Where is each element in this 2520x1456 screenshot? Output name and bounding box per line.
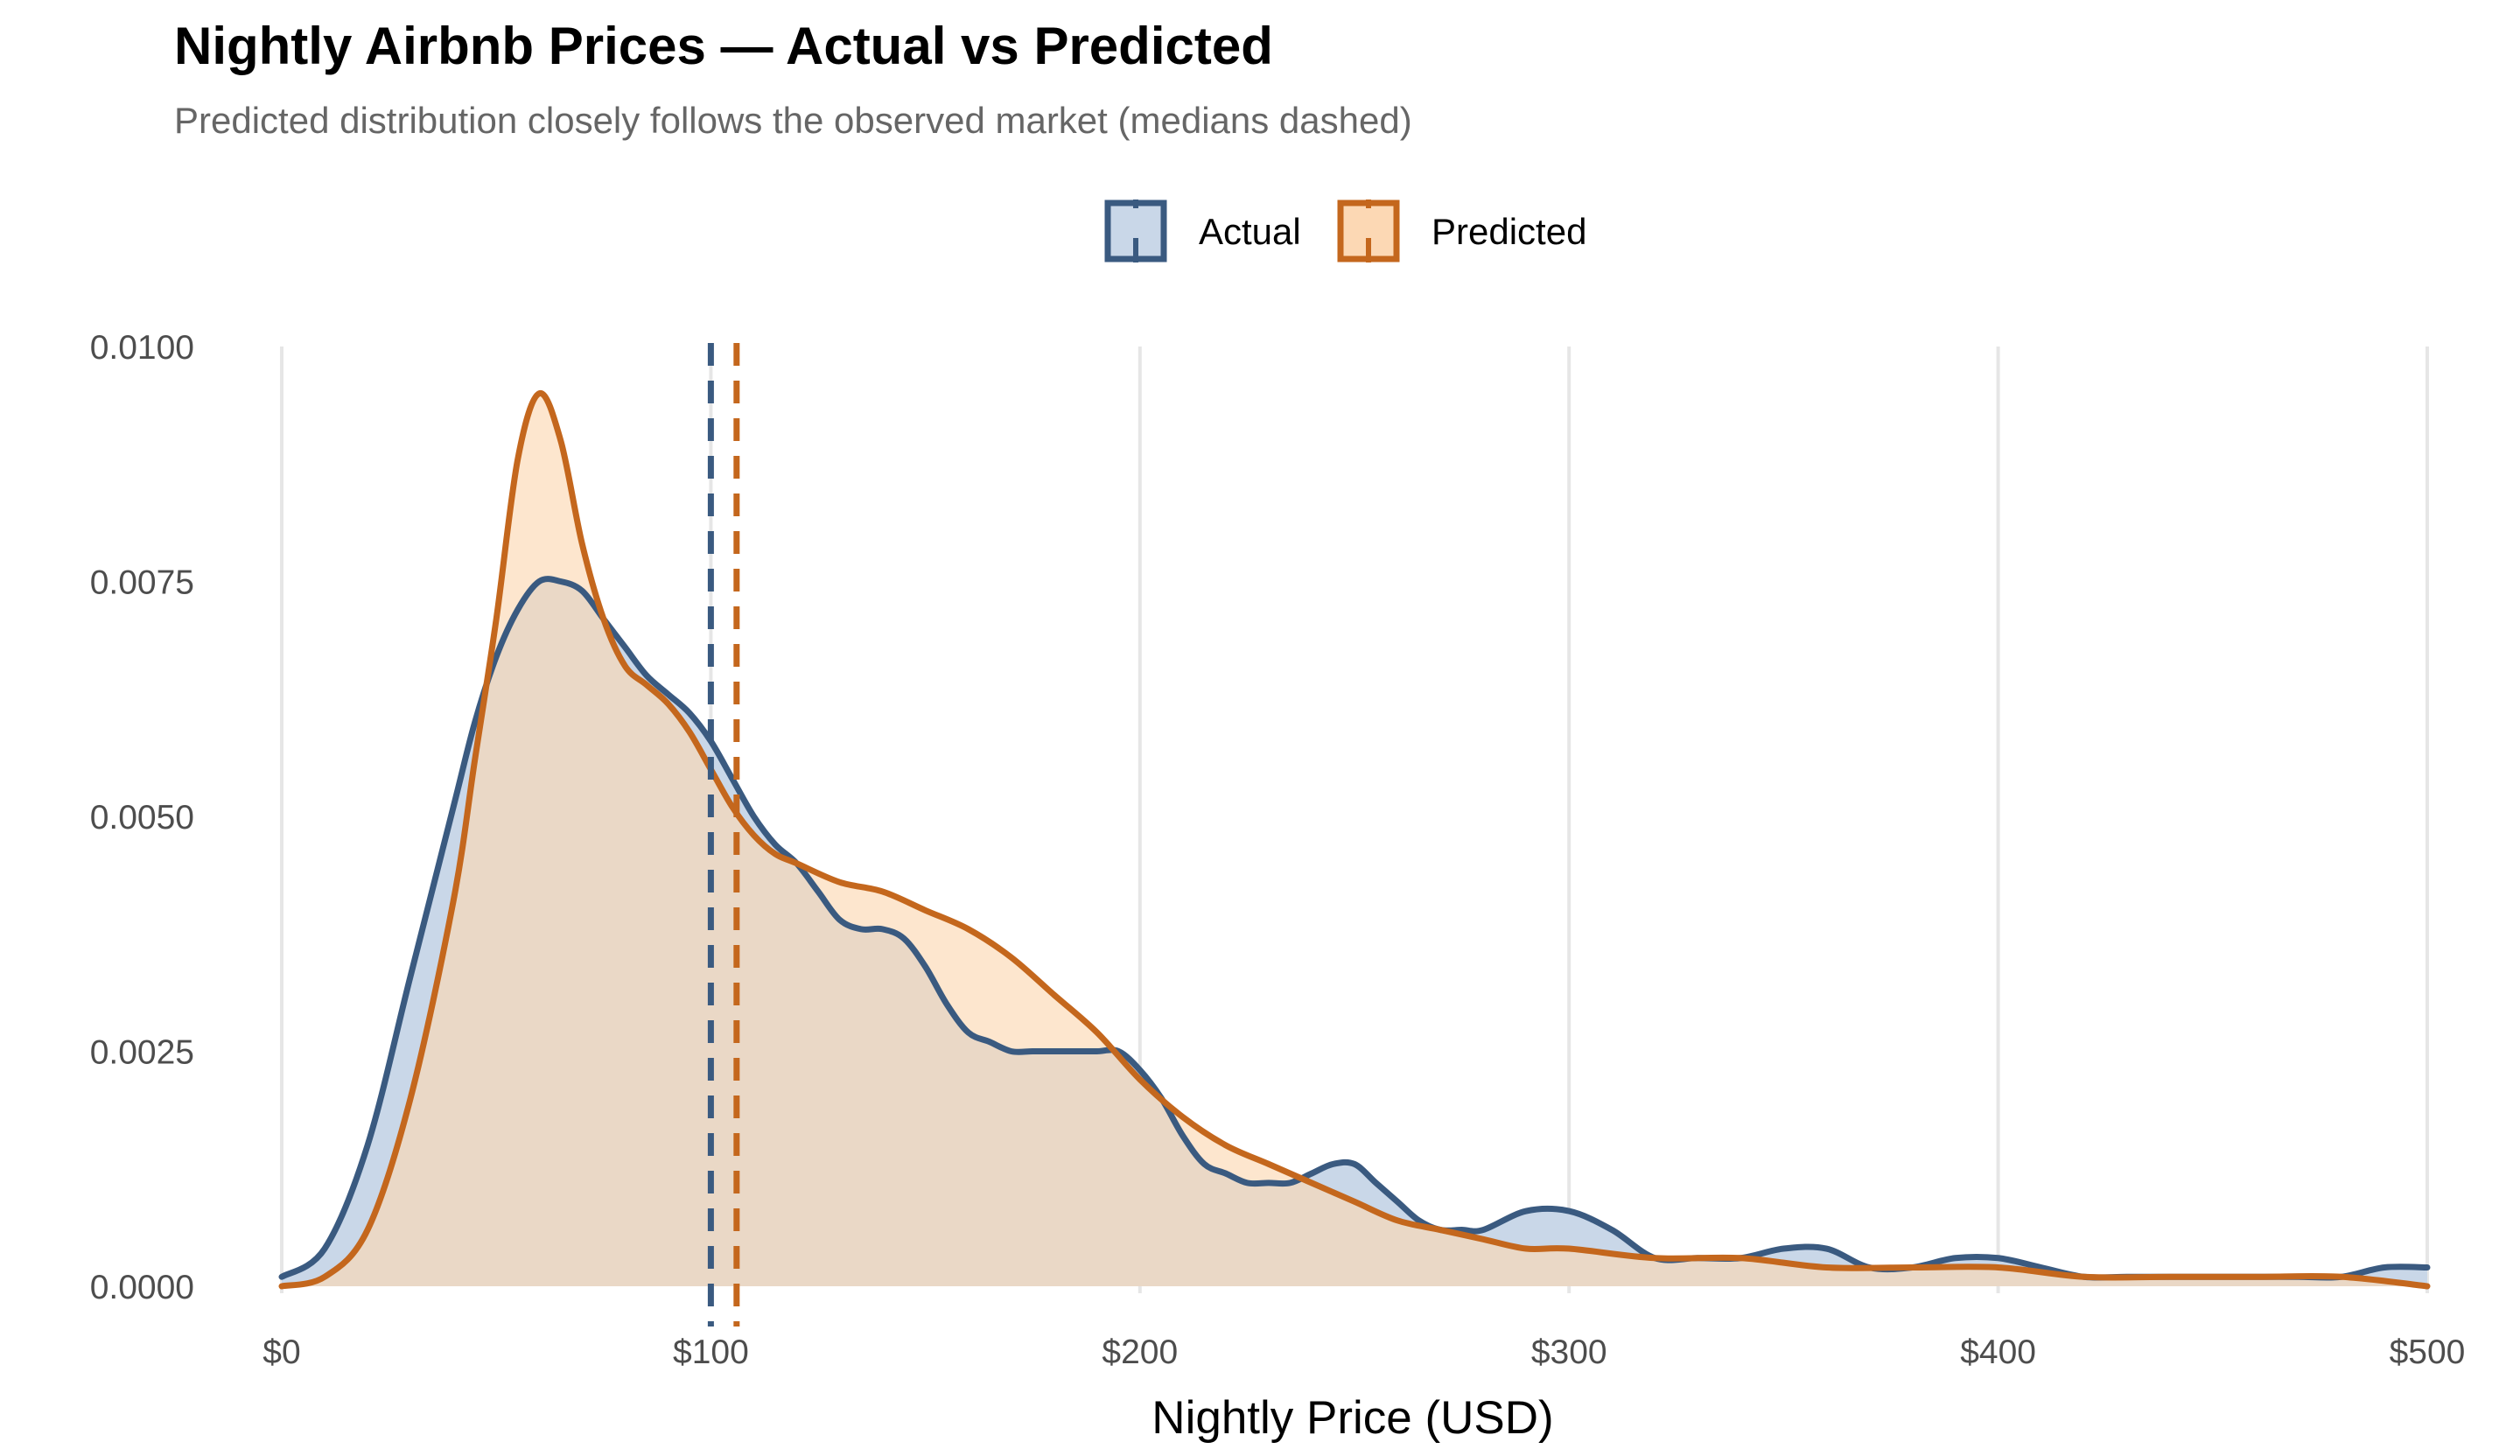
chart-subtitle: Predicted distribution closely follows t… xyxy=(174,100,1412,141)
y-tick-label: 0.0025 xyxy=(90,1034,194,1072)
x-tick-label: $100 xyxy=(673,1334,749,1371)
legend-label-actual: Actual xyxy=(1199,211,1301,252)
y-tick-label: 0.0000 xyxy=(90,1269,194,1306)
area-predicted xyxy=(282,393,2427,1287)
y-tick-label: 0.0100 xyxy=(90,329,194,367)
x-tick-label: $200 xyxy=(1102,1334,1178,1371)
density-areas xyxy=(282,393,2427,1287)
x-tick-label: $300 xyxy=(1531,1334,1607,1371)
median-lines xyxy=(707,343,740,1326)
x-axis-title: Nightly Price (USD) xyxy=(1152,1392,1553,1444)
x-tick-label: $500 xyxy=(2390,1334,2466,1371)
x-tick-label: $400 xyxy=(1960,1334,2036,1371)
x-axis-ticks: $0 $100 $200 $300 $400 $500 xyxy=(262,1334,2465,1371)
legend-label-predicted: Predicted xyxy=(1432,211,1586,252)
density-lines xyxy=(278,390,2431,1290)
chart-title: Nightly Airbnb Prices — Actual vs Predic… xyxy=(174,17,1273,75)
y-axis-ticks: 0.0000 0.0025 0.0050 0.0075 0.0100 xyxy=(90,329,194,1306)
y-tick-label: 0.0050 xyxy=(90,799,194,836)
legend: Actual Predicted xyxy=(1104,200,1586,262)
line-predicted xyxy=(278,390,2431,1290)
x-tick-label: $0 xyxy=(262,1334,300,1371)
y-tick-label: 0.0075 xyxy=(90,564,194,602)
